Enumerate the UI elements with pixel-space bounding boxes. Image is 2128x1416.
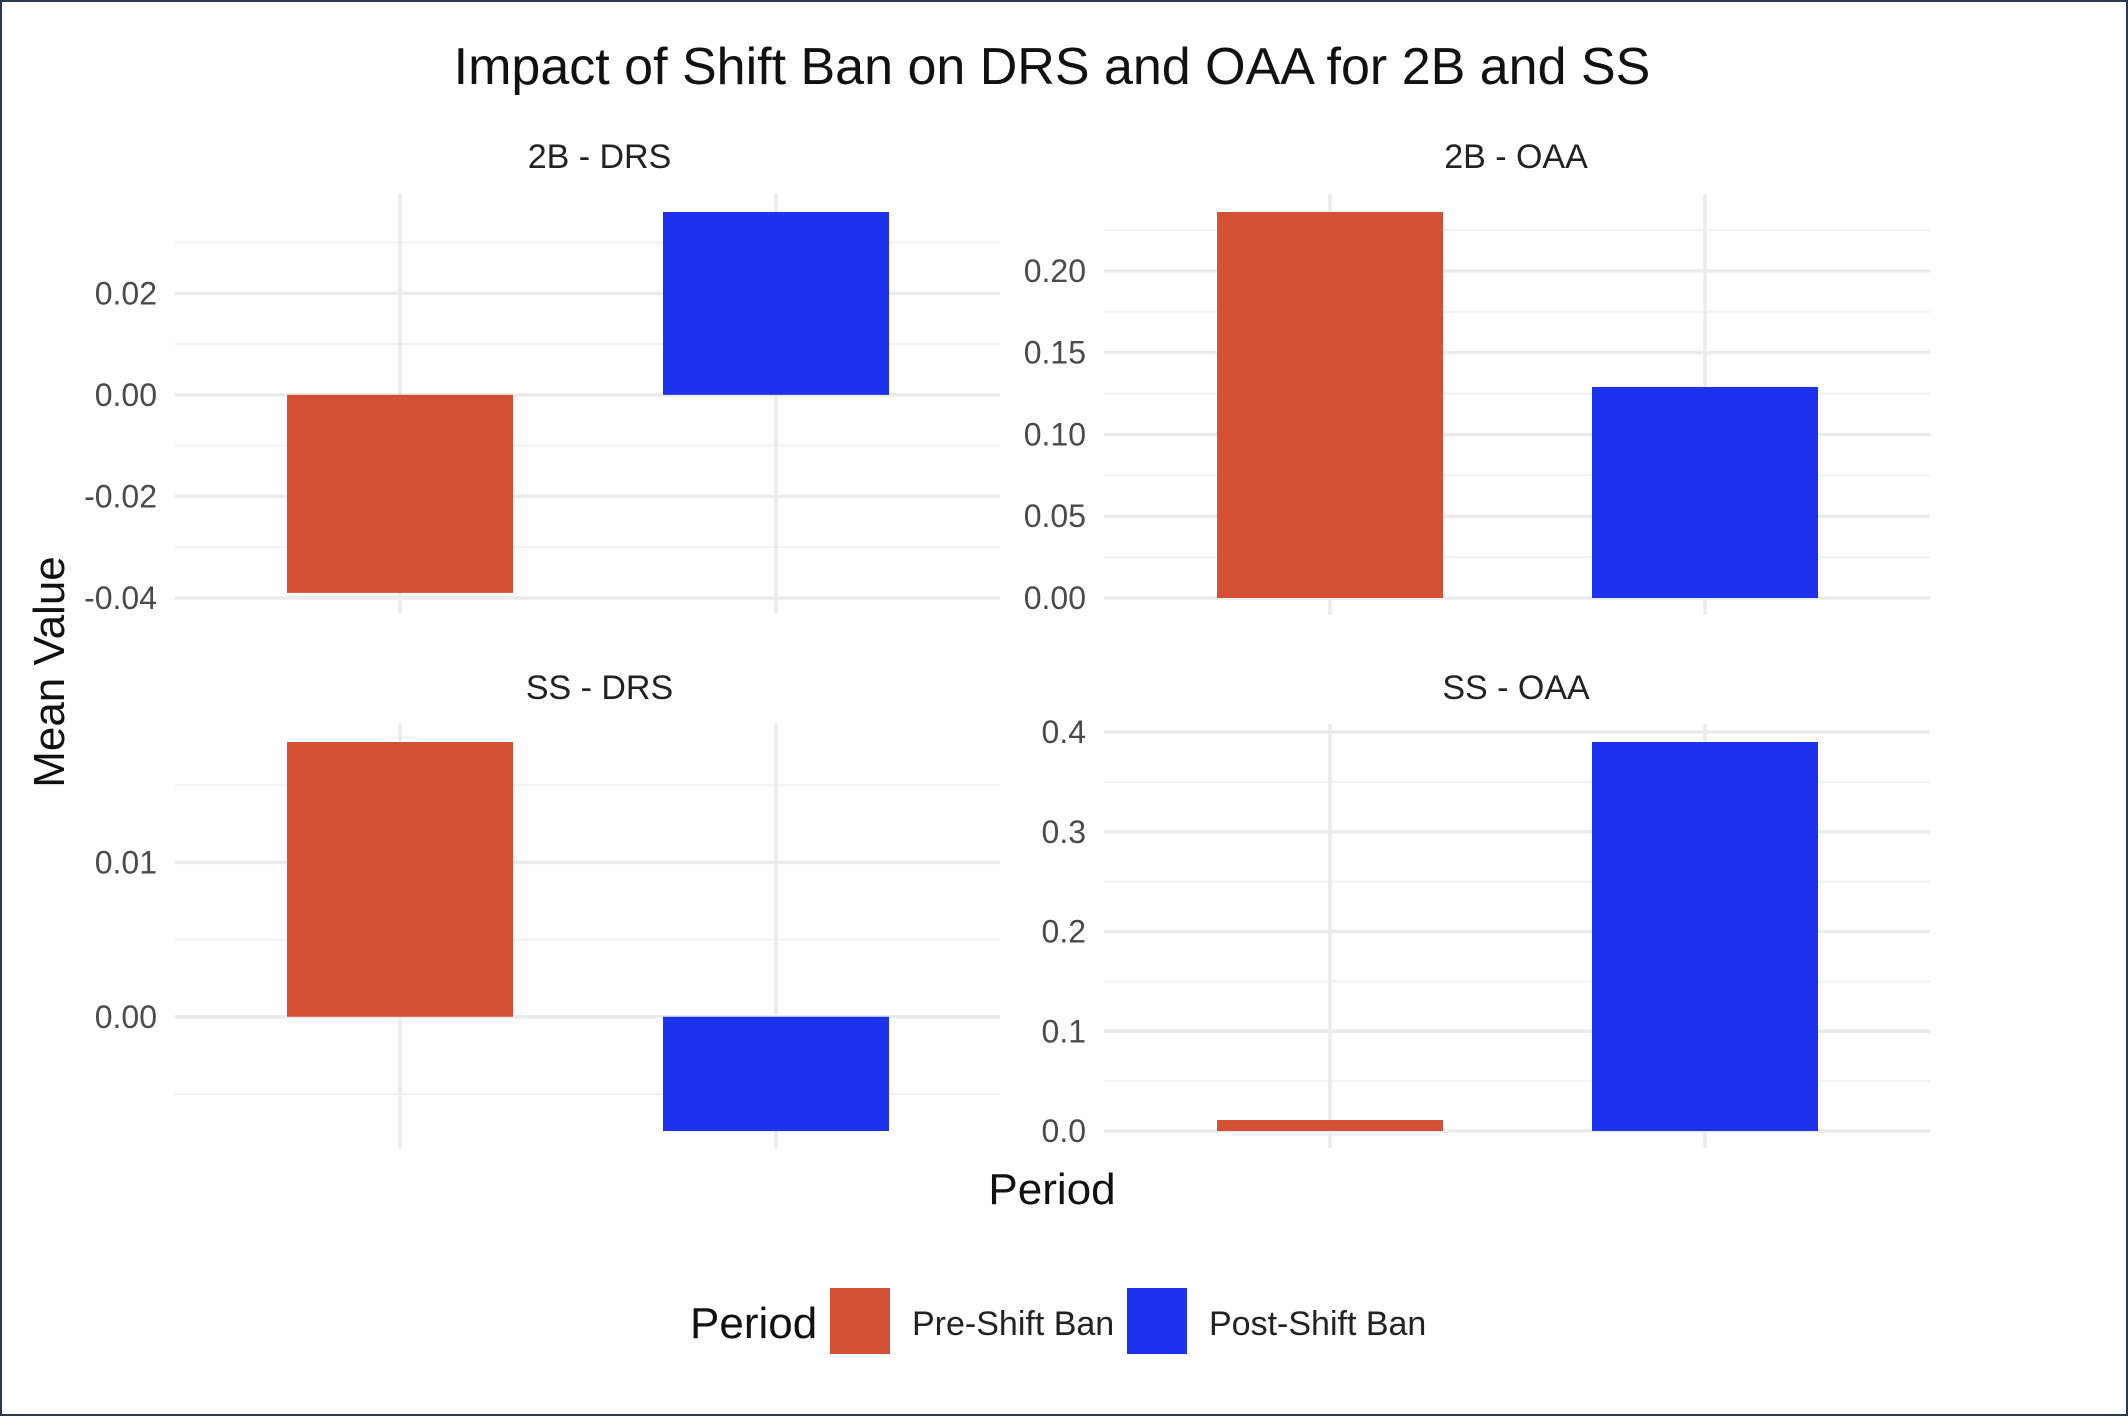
panel-ss-drs: 0.01 0.00 SS - DRS xyxy=(95,669,1000,1148)
bar-2b-drs-pre-shift-ban xyxy=(287,394,513,593)
legend-swatch-post-shift-ban xyxy=(1127,1288,1187,1354)
legend: Period Pre-Shift Ban Post-Shift Ban xyxy=(690,1288,1426,1354)
bar-2b-drs-post-shift-ban xyxy=(663,212,889,395)
y-tick-label: 0.02 xyxy=(95,275,157,311)
y-tick-label: 0.3 xyxy=(1042,814,1086,850)
bar-ss-oaa-post-shift-ban xyxy=(1592,742,1818,1131)
panel-2b-oaa: 0.20 0.15 0.10 0.05 0.00 2B - OAA xyxy=(1024,138,1930,616)
panel-ss-oaa: 0.4 0.3 0.2 0.1 0.0 SS - OAA xyxy=(1042,669,1930,1149)
y-tick-label: 0.4 xyxy=(1042,714,1086,750)
y-tick-label: 0.00 xyxy=(95,999,157,1035)
facet-label-2b-drs: 2B - DRS xyxy=(528,138,672,176)
y-tick-label: 0.01 xyxy=(95,844,157,880)
y-tick-label: 0.0 xyxy=(1042,1113,1086,1149)
chart-title: Impact of Shift Ban on DRS and OAA for 2… xyxy=(454,38,1651,96)
y-tick-label: 0.10 xyxy=(1024,416,1086,452)
y-tick-label: -0.02 xyxy=(84,478,157,514)
y-tick-label: 0.05 xyxy=(1024,498,1086,534)
legend-label-post-shift-ban: Post-Shift Ban xyxy=(1209,1305,1426,1343)
facet-label-ss-drs: SS - DRS xyxy=(526,669,673,707)
legend-label-pre-shift-ban: Pre-Shift Ban xyxy=(912,1305,1114,1343)
bar-ss-oaa-pre-shift-ban xyxy=(1217,1120,1443,1131)
facet-label-2b-oaa: 2B - OAA xyxy=(1444,138,1588,176)
y-tick-label: -0.04 xyxy=(84,580,157,616)
y-tick-label: 0.00 xyxy=(95,377,157,413)
y-tick-label: 0.1 xyxy=(1042,1013,1086,1049)
x-axis-title: Period xyxy=(988,1165,1115,1214)
legend-title: Period xyxy=(690,1299,817,1348)
y-axis-title: Mean Value xyxy=(25,556,74,788)
legend-swatch-pre-shift-ban xyxy=(830,1288,890,1354)
y-tick-label: 0.2 xyxy=(1042,914,1086,950)
bar-ss-drs-pre-shift-ban xyxy=(287,742,513,1017)
bar-2b-oaa-post-shift-ban xyxy=(1592,387,1818,598)
y-tick-label: 0.20 xyxy=(1024,253,1086,289)
bar-ss-drs-post-shift-ban xyxy=(663,1016,889,1131)
bar-2b-oaa-pre-shift-ban xyxy=(1217,212,1443,598)
y-tick-label: 0.15 xyxy=(1024,335,1086,371)
panel-2b-drs: 0.02 0.00 -0.02 -0.04 2B - DRS xyxy=(84,138,1000,616)
facet-label-ss-oaa: SS - OAA xyxy=(1442,669,1590,707)
y-tick-label: 0.00 xyxy=(1024,580,1086,616)
